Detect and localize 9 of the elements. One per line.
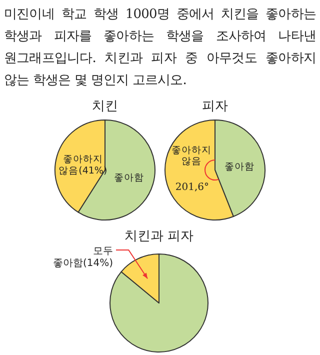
slice-label: 좋아하지 않음 <box>171 144 212 168</box>
chart-title: 피자 <box>202 99 228 114</box>
slice-label: 모두 좋아함(14%) <box>52 246 114 269</box>
text: 201,6° <box>175 182 209 193</box>
slice-label: 좋아함 <box>224 162 255 173</box>
chart-title: 치킨 <box>92 99 118 114</box>
chart-title: 치킨과 피자 <box>124 229 194 244</box>
slice-label: 좋아함 <box>114 172 144 184</box>
text: 미진이네 학교 학생 1000명 중에서 치킨을 좋아하는 학생과 피자를 좋아하는 학생을 조사하여 나타낸 원그래프입니다. 치킨과 피자 중 아무것도 좋아하지 않는 학생은 몇 명인지 고르시오. <box>4 7 316 88</box>
